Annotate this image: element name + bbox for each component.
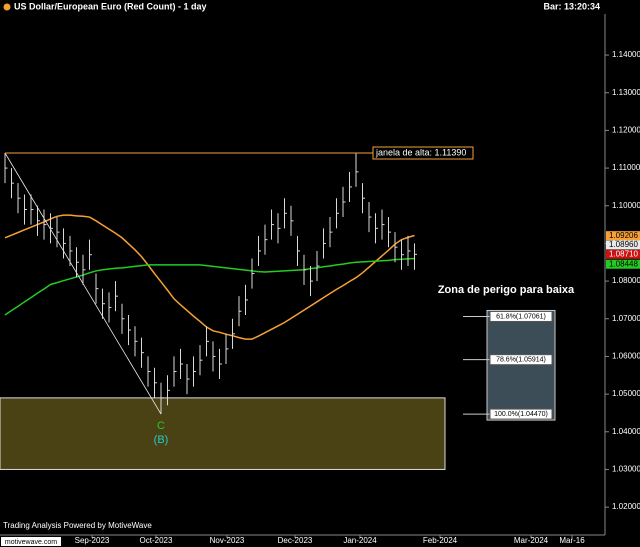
y-tick-label: 1.05000 — [612, 389, 640, 398]
title-dot — [3, 3, 11, 11]
price-tag — [606, 249, 640, 259]
x-tick-label: Sep-2023 — [75, 536, 110, 545]
y-tick-label: 1.02000 — [612, 502, 640, 511]
y-tick-label: 1.14000 — [612, 50, 640, 59]
footer: Trading Analysis Powered by MotiveWave — [3, 521, 152, 530]
watermark-box — [1, 537, 61, 546]
bar-time: Bar: 13:20:34 — [543, 1, 600, 11]
y-tick-label: 1.10000 — [612, 201, 640, 210]
x-tick-label: Mar-16 — [559, 536, 585, 545]
fib-label-box — [489, 354, 553, 366]
x-tick-label: Nov-2023 — [210, 536, 245, 545]
chart-title: US Dollar/European Euro (Red Count) - 1 … — [14, 1, 207, 11]
fib-label: 78.6%(1.05914) — [496, 357, 546, 364]
moving-average — [4, 214, 415, 340]
y-tick-label: 1.13000 — [612, 88, 640, 97]
high-label-box — [372, 146, 474, 160]
watermark: motivewave.com — [5, 539, 57, 546]
price-tag — [606, 259, 640, 269]
price-tag-label: 1.08960 — [609, 240, 638, 249]
fib-label: 100.0%(1.04470) — [494, 411, 548, 418]
danger-title: Zona de perigo para baixa — [438, 284, 575, 296]
wave-label: (B) — [154, 434, 169, 446]
y-tick-label: 1.03000 — [612, 465, 640, 474]
price-tag-label: 1.08710 — [609, 249, 638, 258]
x-tick-label: Oct-2023 — [140, 536, 173, 545]
wave-label: C — [157, 420, 165, 432]
price-tag-label: 1.08448 — [609, 259, 638, 268]
y-tick-label: 1.08000 — [612, 276, 640, 285]
fib-label-box — [489, 310, 553, 322]
high-label: janela de alta: 1.11390 — [375, 147, 466, 157]
y-tick-label: 1.11000 — [612, 163, 640, 172]
x-tick-label: Jan-2024 — [343, 536, 377, 545]
price-tag — [606, 231, 640, 241]
fib-label-box — [489, 408, 553, 420]
y-tick-label: 1.07000 — [612, 314, 640, 323]
y-tick-label: 1.04000 — [612, 427, 640, 436]
fib-box — [486, 309, 556, 421]
moving-average — [4, 257, 415, 316]
fib-label: 61.8%(1.07061) — [496, 313, 546, 320]
price-tag-label: 1.09206 — [609, 231, 638, 240]
support-zone — [0, 397, 446, 470]
x-tick-label: Feb-2024 — [423, 536, 458, 545]
x-tick-label: Dec-2023 — [278, 536, 313, 545]
x-tick-label: Mar-2024 — [514, 536, 549, 545]
price-tag — [606, 240, 640, 250]
y-tick-label: 1.12000 — [612, 126, 640, 135]
y-tick-label: 1.06000 — [612, 352, 640, 361]
